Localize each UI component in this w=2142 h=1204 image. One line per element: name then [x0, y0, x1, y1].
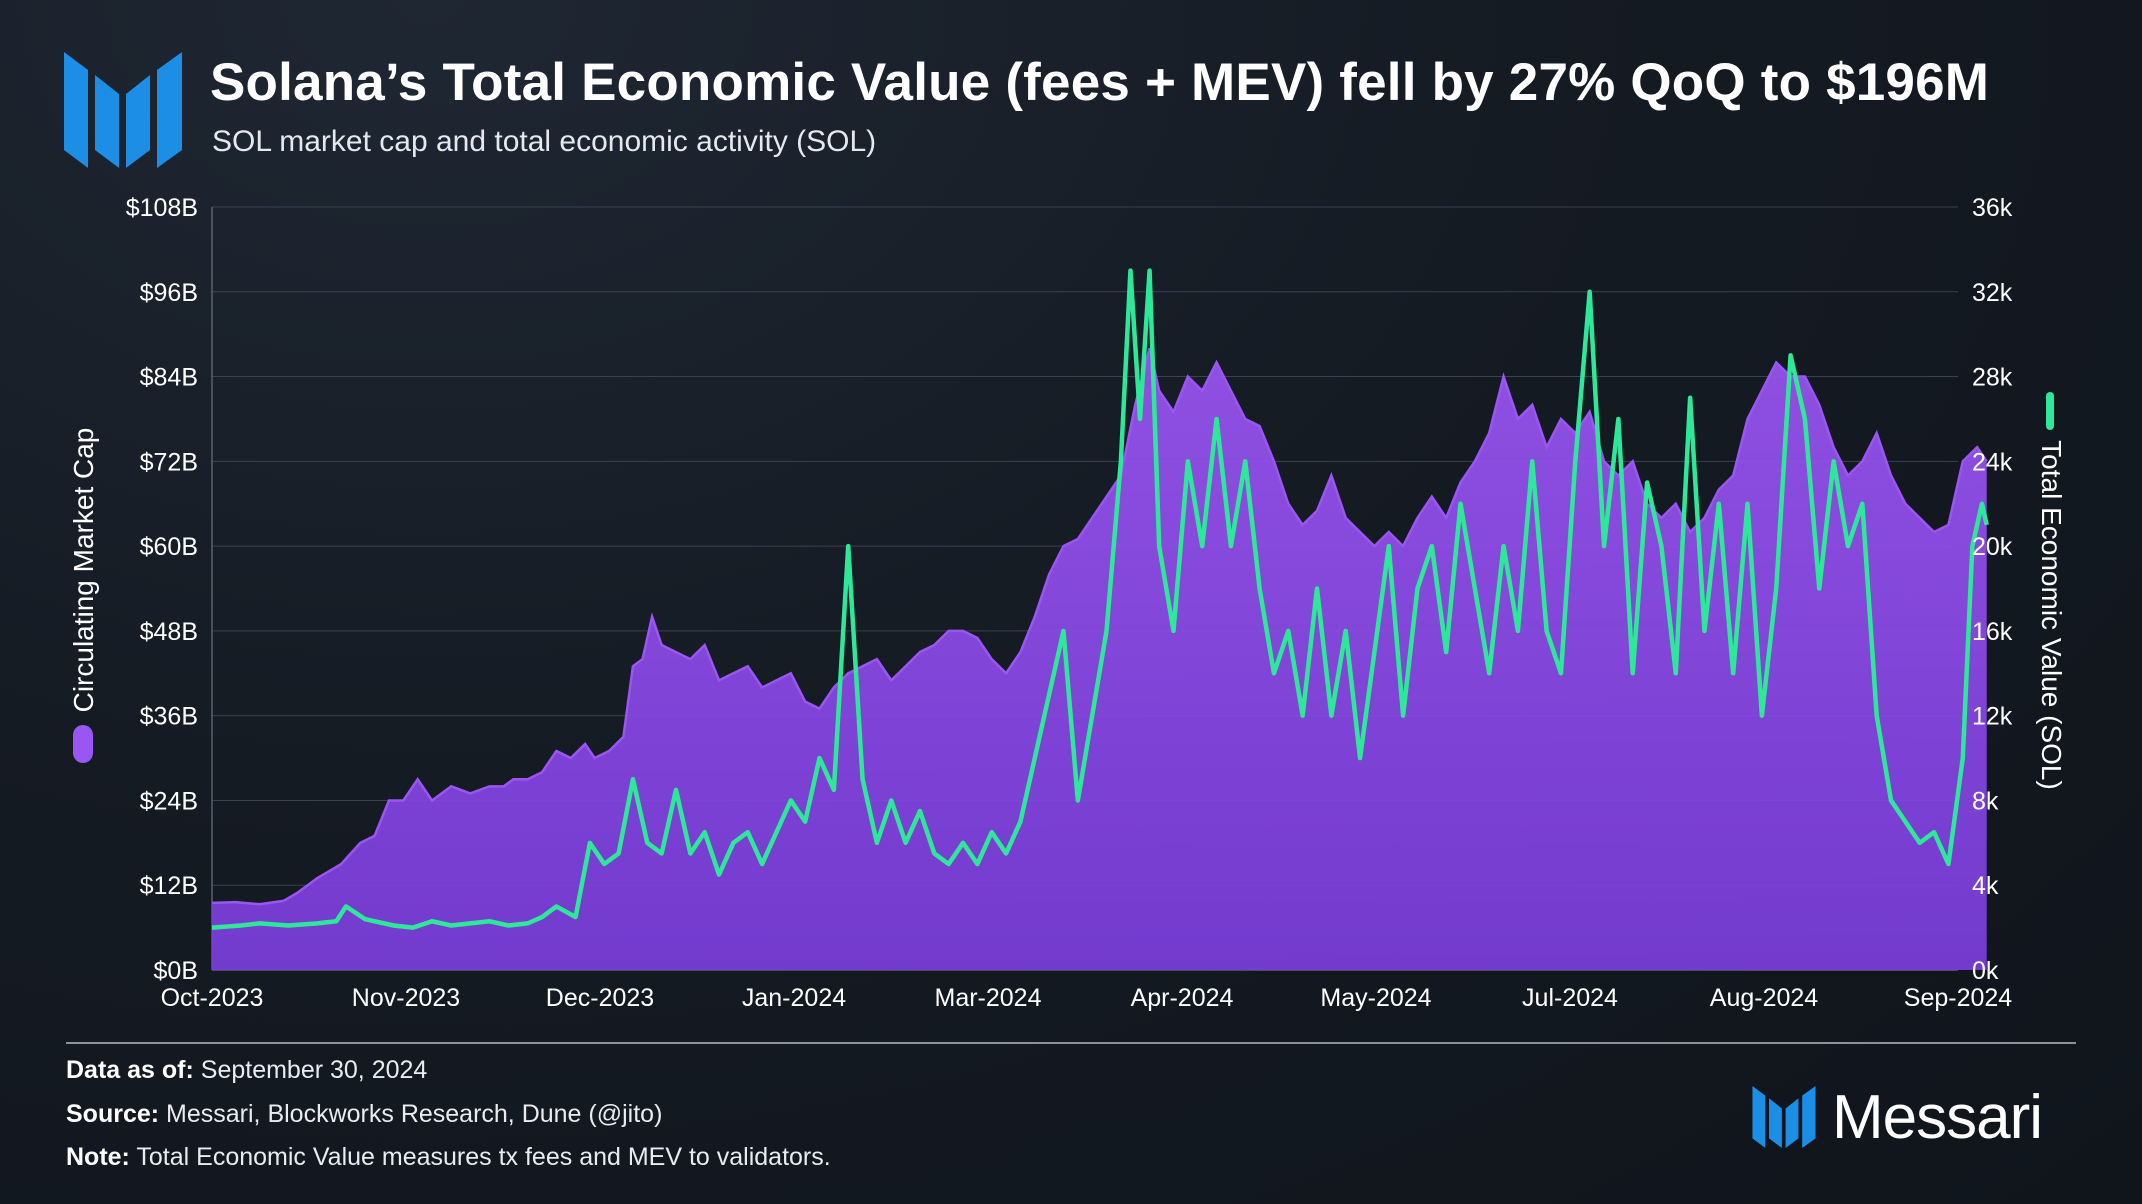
left-tick-label: $36B — [140, 703, 198, 731]
x-tick-label: Mar-2024 — [935, 984, 1042, 1012]
x-tick-label: Aug-2024 — [1710, 984, 1819, 1012]
x-tick-label: Nov-2023 — [352, 984, 460, 1012]
right-tick-label: 16k — [1972, 618, 2013, 646]
right-tick-label: 4k — [1972, 872, 1999, 900]
x-tick-label: Jan-2024 — [742, 984, 846, 1012]
economic-value-legend-marker — [2046, 392, 2054, 430]
left-axis-title: Circulating Market Cap — [68, 428, 99, 713]
brand-logo: Messari — [1752, 1082, 2043, 1152]
note-label: Note: — [66, 1143, 130, 1171]
left-tick-label: $0B — [154, 957, 198, 985]
x-tick-label: Dec-2023 — [546, 984, 654, 1012]
x-tick-label: Apr-2024 — [1131, 984, 1234, 1012]
messari-logo-icon — [64, 52, 182, 168]
right-tick-label: 20k — [1972, 533, 2013, 561]
x-tick-label: Sep-2024 — [1904, 984, 2013, 1012]
chart-area: $0B $12B $24B $36B $48B $60B $72B $84B $96B $108B… — [68, 194, 2067, 1012]
left-tick-label: $84B — [140, 364, 198, 392]
right-tick-label: 36k — [1972, 194, 2013, 222]
note-line: Note: Total Economic Value measures tx f… — [66, 1143, 831, 1172]
x-tick-label: May-2024 — [1320, 984, 1431, 1012]
data-as-of-line: Data as of: September 30, 2024 — [66, 1056, 427, 1085]
x-tick-label: Oct-2023 — [161, 984, 264, 1012]
chart-subtitle: SOL market cap and total economic activi… — [212, 125, 877, 158]
right-tick-label: 28k — [1972, 364, 2013, 392]
messari-brand-icon — [1752, 1086, 1816, 1148]
left-tick-label: $108B — [126, 194, 198, 222]
footer-divider — [66, 1042, 2076, 1044]
market-cap-area — [212, 348, 1987, 971]
source-value: Messari, Blockworks Research, Dune (@jit… — [166, 1100, 663, 1128]
x-tick-label: Jul-2024 — [1522, 984, 1618, 1012]
right-tick-label: 12k — [1972, 703, 2013, 731]
source-line: Source: Messari, Blockworks Research, Du… — [66, 1100, 662, 1129]
data-as-of-label: Data as of: — [66, 1056, 194, 1084]
note-value: Total Economic Value measures tx fees an… — [136, 1143, 831, 1171]
brand-name: Messari — [1832, 1082, 2043, 1152]
market-cap-legend-marker — [73, 725, 93, 763]
right-tick-label: 32k — [1972, 279, 2013, 307]
right-tick-label: 8k — [1972, 787, 1999, 815]
data-as-of-value: September 30, 2024 — [200, 1056, 428, 1084]
chart-title: Solana’s Total Economic Value (fees + ME… — [210, 53, 1990, 112]
left-tick-label: $24B — [140, 787, 198, 815]
economic-value-line — [211, 268, 1989, 930]
left-tick-label: $60B — [140, 533, 198, 561]
left-tick-label: $48B — [140, 618, 198, 646]
left-tick-label: $12B — [140, 872, 198, 900]
right-tick-label: 0k — [1972, 957, 1999, 985]
right-axis-title: Total Economic Value (SOL) — [2036, 440, 2067, 790]
source-label: Source: — [66, 1100, 160, 1128]
left-tick-label: $96B — [140, 279, 198, 307]
left-tick-label: $72B — [140, 448, 198, 476]
right-tick-label: 24k — [1972, 448, 2013, 476]
